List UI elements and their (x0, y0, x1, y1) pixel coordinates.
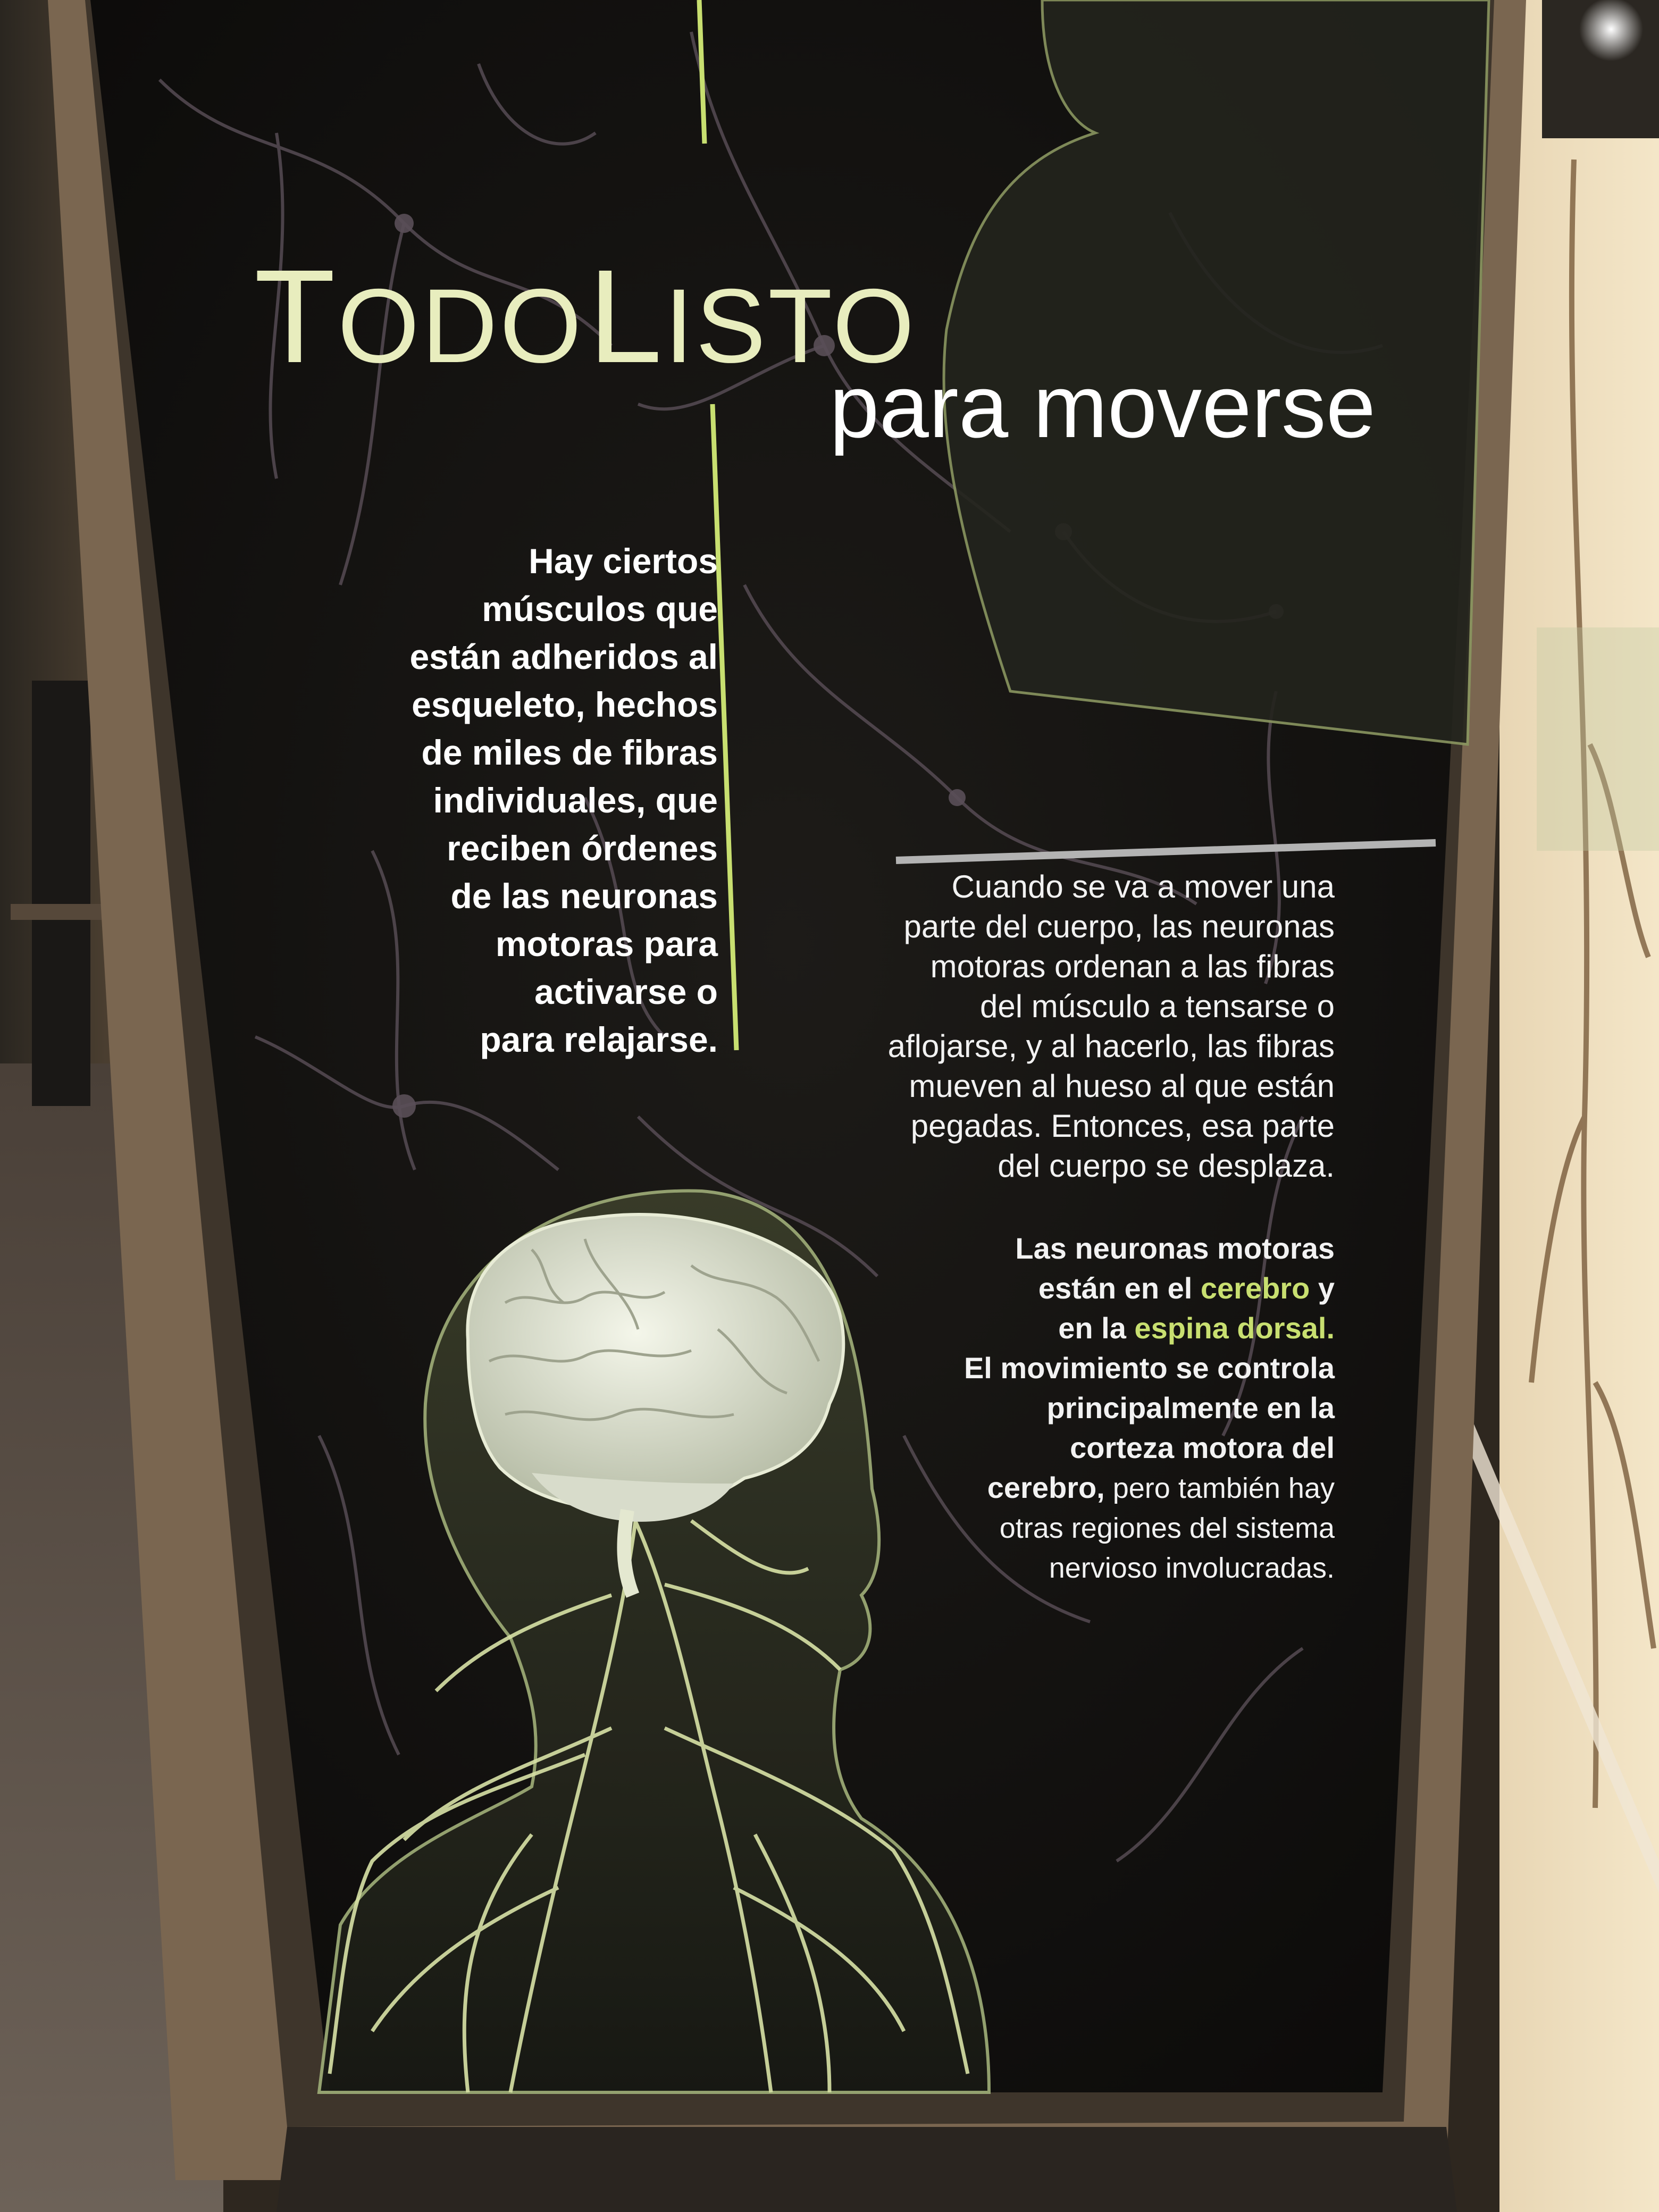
left-line: esqueleto, hechos (412, 685, 718, 724)
right-line: del músculo a tensarse o (979, 988, 1335, 1024)
left-line: individuales, que (433, 781, 718, 820)
left-line: de miles de fibras (421, 733, 718, 772)
title-word-2-initial: L (588, 242, 665, 390)
nerve-lines (328, 1499, 970, 2093)
left-line: para relajarse. (480, 1020, 718, 1059)
highlight-espina-dorsal: espina dorsal. (1134, 1311, 1335, 1345)
block-line: Las neuronas motoras (1015, 1231, 1335, 1265)
block-line: cerebro, pero también hay (845, 1468, 1335, 1509)
block-line: El movimiento se controla (963, 1351, 1335, 1385)
right-line: motoras ordenan a las fibras (930, 949, 1335, 984)
body-silhouette (942, 0, 1490, 746)
title-word-1-initial: T (254, 242, 338, 390)
panel-subtitle: para moverse (830, 356, 1376, 456)
right-line: parte del cuerpo, las neuronas (903, 909, 1335, 944)
block-line: principalmente en la (1046, 1391, 1335, 1425)
left-line: están adheridos al (409, 637, 718, 676)
accent-vertical-line-top (697, 0, 707, 144)
block-text: cerebro, (987, 1471, 1105, 1504)
block-text: en la (1058, 1311, 1135, 1345)
left-line: de las neuronas (450, 876, 718, 916)
block-text: y (1310, 1271, 1335, 1305)
left-line: músculos que (482, 589, 718, 629)
left-paragraph: Hay ciertos músculos que están adheridos… (298, 537, 718, 1063)
right-line: mueven al hueso al que están (909, 1068, 1335, 1104)
block-text: pero también hay (1104, 1472, 1335, 1504)
right-line: pegadas. Entonces, esa parte (910, 1108, 1335, 1144)
title-word-2-rest: ISTO (664, 267, 917, 384)
right-line: del cuerpo se desplaza. (998, 1148, 1335, 1184)
title-word-1-rest: ODO (337, 267, 584, 384)
block-line: otras regiones del sistema (999, 1512, 1335, 1544)
block-line: en la espina dorsal. (845, 1308, 1335, 1348)
highlight-cerebro: cerebro (1200, 1271, 1310, 1305)
left-line: reciben órdenes (447, 828, 718, 868)
right-paragraph: Cuando se va a mover una parte del cuerp… (845, 867, 1335, 1186)
motor-neuron-block: Las neuronas motoras están en el cerebro… (845, 1228, 1335, 1588)
block-text: están en el (1038, 1271, 1201, 1305)
right-line: Cuando se va a mover una (951, 869, 1335, 904)
block-line: nervioso involucradas. (1049, 1552, 1335, 1584)
left-line: activarse o (534, 972, 718, 1011)
gray-divider (895, 839, 1436, 864)
block-line: corteza motora del (1070, 1431, 1335, 1464)
block-line: están en el cerebro y (845, 1268, 1335, 1308)
left-line: Hay ciertos (529, 541, 718, 581)
brain-illustration (466, 1213, 845, 1598)
accent-vertical-line (710, 404, 739, 1051)
panel-title: TODO LISTO (254, 250, 1105, 383)
right-line: aflojarse, y al hacerlo, las fibras (887, 1028, 1335, 1064)
left-line: motoras para (495, 924, 718, 963)
